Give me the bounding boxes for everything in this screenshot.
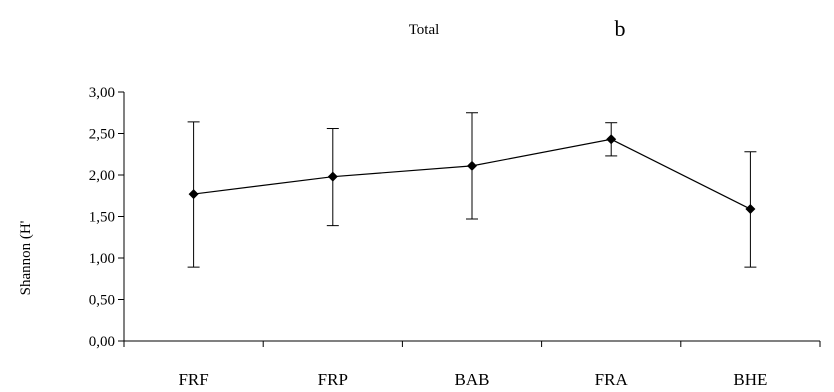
x-tick-label: BAB [455, 370, 490, 389]
y-tick-label: 3,00 [89, 85, 115, 101]
x-tick-label: FRF [178, 370, 208, 389]
chart-title: Total [409, 22, 440, 38]
x-tick-label: BHE [733, 370, 767, 389]
data-markers [188, 134, 756, 215]
y-tick-label: 0,00 [89, 334, 115, 350]
error-bars [187, 112, 757, 268]
data-point-frp [327, 171, 338, 182]
y-tick-label: 2,00 [89, 168, 115, 184]
x-tick-label: FRA [595, 370, 629, 389]
y-tick-label: 1,00 [89, 251, 115, 267]
data-point-frf [188, 189, 199, 200]
data-point-fra [606, 134, 617, 145]
data-point-bab [467, 160, 477, 171]
panel-label: b [615, 16, 626, 41]
y-tick-label: 2,50 [89, 127, 115, 143]
data-point-bhe [745, 204, 756, 215]
x-tick-label: FRP [318, 370, 348, 389]
y-ticks: 0,00 0,50 1,00 1,50 2,00 2,50 3,00 [89, 85, 124, 350]
x-ticks: FRF FRP BAB FRA BHE [123, 341, 821, 389]
y-tick-label: 1,50 [89, 210, 115, 226]
y-axis-label: Shannon (H' [18, 220, 34, 295]
y-tick-label: 0,50 [89, 293, 115, 309]
